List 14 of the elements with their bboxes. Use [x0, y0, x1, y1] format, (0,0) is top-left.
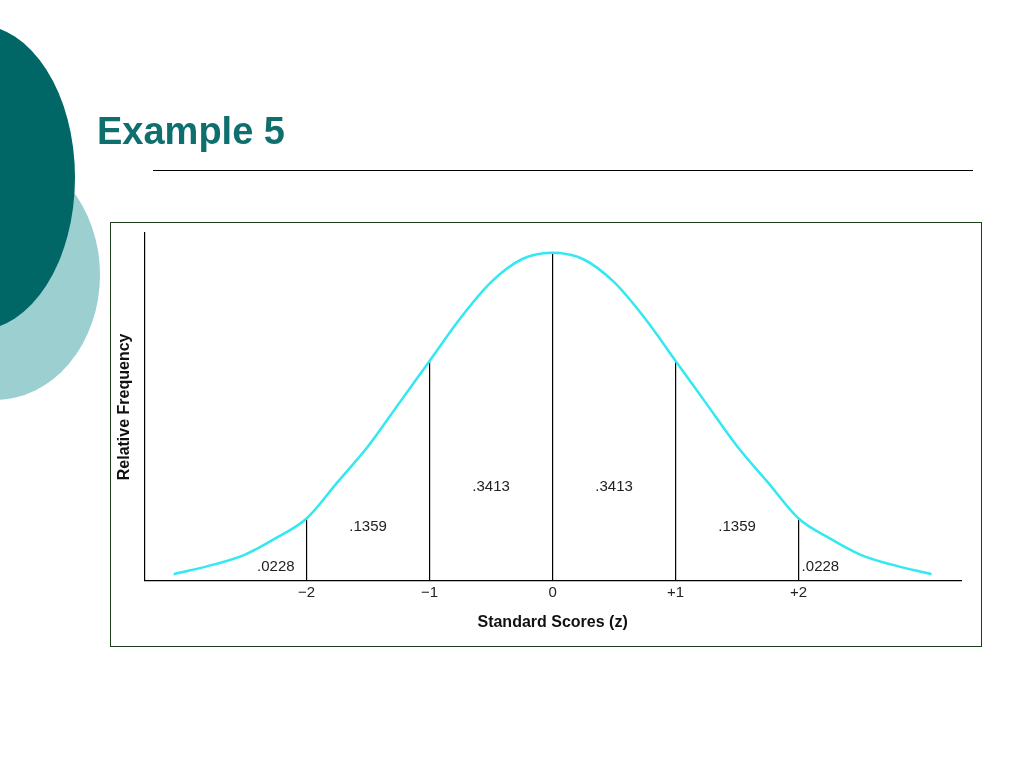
- x-tick-label: −2: [298, 582, 316, 600]
- annotation: .3413: [595, 476, 633, 494]
- x-axis-title: Standard Scores (z): [477, 612, 628, 630]
- annotation: .0228: [257, 556, 295, 574]
- annotation: .1359: [718, 516, 756, 534]
- x-tick-label: +1: [667, 582, 685, 600]
- annotation: .1359: [349, 516, 387, 534]
- annotation: .0228: [801, 556, 840, 574]
- x-tick-label: 0: [548, 582, 557, 600]
- annotation: .3413: [472, 476, 510, 494]
- x-tick-label: −1: [421, 582, 439, 600]
- y-axis-title: Relative Frequency: [115, 333, 133, 481]
- x-tick-label: +2: [790, 582, 808, 600]
- chart-title: Example 5: [97, 110, 285, 153]
